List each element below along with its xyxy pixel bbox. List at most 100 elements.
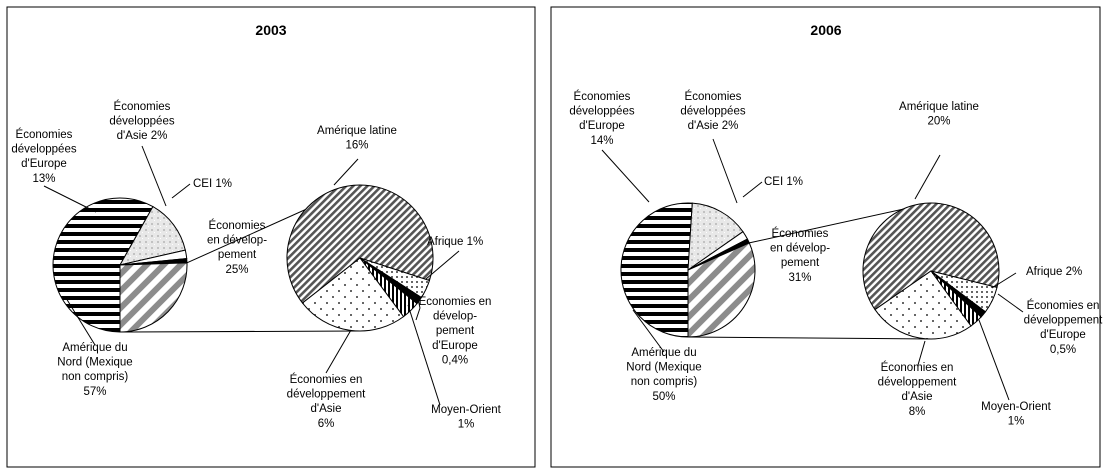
- slice-label-line: 1%: [1008, 416, 1025, 428]
- slice-label-line: en dévelop-: [207, 235, 267, 247]
- slice-label-line: développement: [1024, 315, 1103, 327]
- slice-label-cei: CEI 1%: [764, 176, 803, 188]
- slice-label-afrique: Afrique 2%: [1026, 266, 1082, 278]
- slice-label-economies-developpees-d-asie: Économies développées d'Asie 2%: [680, 90, 745, 132]
- slice-label-line: 16%: [345, 140, 368, 152]
- chart-title: 2006: [810, 22, 841, 38]
- slice-label-line: dévelop-: [433, 311, 477, 323]
- slice-label-line: en dévelop-: [770, 243, 830, 255]
- slice-label-line: développées: [569, 106, 634, 118]
- slice-label-line: Économies: [114, 100, 171, 113]
- slice-label-line: 13%: [32, 173, 55, 185]
- slice-label-line: Nord (Mexique: [57, 357, 132, 369]
- leader-line: [171, 183, 191, 199]
- leader-line: [601, 149, 650, 203]
- slice-label-line: développement: [287, 389, 366, 401]
- slice-label-line: d'Asie: [311, 403, 342, 415]
- leader-line: [417, 298, 421, 309]
- slice-label-line: Afrique 1%: [427, 236, 483, 248]
- slice-label-line: d'Asie 2%: [688, 120, 739, 132]
- slice-label-line: Amérique du: [62, 342, 127, 354]
- leader-line: [415, 307, 421, 321]
- slice-label-line: 14%: [590, 135, 613, 147]
- pie-slice-amerique-du-nord-mexique-non-compris: [52, 197, 154, 333]
- slice-label-line: Amérique latine: [317, 125, 397, 137]
- pie-slice-economies-en-developpement: [687, 242, 756, 338]
- leader-line: [978, 319, 1010, 401]
- leader-line: [712, 138, 738, 204]
- leader-line: [43, 185, 97, 213]
- slice-label-cei: CEI 1%: [193, 178, 232, 190]
- slice-label-line: d'Europe: [1040, 329, 1086, 341]
- slice-label-line: Économies en: [881, 361, 954, 374]
- slice-label-line: 0,4%: [442, 354, 468, 366]
- pie-slice-amerique-latine: [286, 184, 434, 304]
- leader-line: [407, 304, 441, 406]
- slice-label-line: Économies: [574, 90, 631, 103]
- slice-label-economies-developpees-d-europe: Économies développées d'Europe 14%: [569, 90, 634, 147]
- slice-label-line: 6%: [318, 418, 335, 430]
- leader-line: [917, 340, 926, 366]
- leader-line: [141, 145, 167, 207]
- slice-label-line: pement: [436, 325, 475, 337]
- slice-label-line: Économies en: [290, 373, 363, 386]
- slice-label-line: d'Europe: [579, 120, 625, 132]
- slice-label-line: non compris): [62, 371, 129, 383]
- slice-label-line: développées: [680, 106, 745, 118]
- pie-slice-economies-en-developpement: [119, 262, 188, 333]
- leader-line: [742, 181, 763, 198]
- slice-label-amerique-latine: Amérique latine 16%: [317, 125, 397, 152]
- slice-label-line: Économies en: [1027, 299, 1100, 312]
- slice-label-line: CEI 1%: [764, 176, 803, 188]
- leader-line: [914, 154, 941, 200]
- leader-line: [333, 158, 359, 186]
- slice-label-line: Afrique 2%: [1026, 266, 1082, 278]
- slice-label-economies-en-developpement-d-asie: Économies en développement d'Asie 8%: [878, 361, 957, 418]
- slice-label-line: Amérique du: [631, 347, 696, 359]
- slice-label-line: 20%: [927, 116, 950, 128]
- leader-line: [991, 272, 1017, 289]
- slice-label-line: Économies: [209, 219, 266, 232]
- pie-slice-economies-developpees-d-europe: [687, 202, 744, 272]
- slice-label-line: Nord (Mexique: [626, 362, 701, 374]
- slice-label-economies-developpees-d-asie: Économies développées d'Asie 2%: [109, 100, 174, 142]
- slice-label-line: développement: [878, 377, 957, 389]
- slice-label-line: CEI 1%: [193, 178, 232, 190]
- slice-label-amerique-du-nord-mexique-non-compris: Amérique du Nord (Mexique non compris) 50%: [626, 347, 701, 403]
- slice-label-line: d'Europe: [432, 340, 478, 352]
- slice-label-line: 8%: [909, 406, 926, 418]
- slice-label-line: d'Asie: [902, 391, 933, 403]
- slice-label-line: 31%: [788, 272, 811, 284]
- pie-slice-amerique-latine: [862, 202, 1000, 311]
- pie-slice-economies-developpees-d-europe: [119, 205, 186, 266]
- chart-panel-2006: 2006 Amérique du Nord (Mexique non compris…: [550, 6, 1103, 468]
- slice-label-line: non compris): [631, 376, 698, 388]
- slice-label-economies-en-developpement: Économies en dévelop-pement 25%: [207, 219, 267, 276]
- pie-slice-economies-en-developpement-d-asie: [874, 270, 972, 340]
- slice-label-line: développées: [11, 144, 76, 156]
- slice-label-line: d'Asie 2%: [117, 130, 168, 142]
- slice-label-amerique-du-nord-mexique-non-compris: Amérique du Nord (Mexique non compris) 57%: [57, 342, 132, 398]
- leader-line: [65, 297, 96, 346]
- pie-slice-amerique-du-nord-mexique-non-compris: [620, 202, 693, 338]
- chart-panel-2003: 2003 Amérique du Nord (Mexique non compris…: [6, 6, 536, 468]
- connector-line: [687, 336, 932, 340]
- slice-label-line: Amérique latine: [899, 101, 979, 113]
- slice-label-line: 25%: [225, 264, 248, 276]
- slice-label-line: 50%: [652, 391, 675, 403]
- slice-label-line: Économies: [685, 90, 742, 103]
- leader-line: [425, 250, 460, 280]
- slice-label-line: Économies: [772, 227, 829, 240]
- slice-label-line: développées: [109, 116, 174, 128]
- slice-label-line: Moyen-Orient: [981, 401, 1051, 413]
- slice-label-line: pement: [781, 257, 820, 269]
- slice-label-line: Économies en: [419, 295, 492, 308]
- slice-label-economies-en-developpement-d-europe: Économies en développement d'Europe 0,5%: [1024, 299, 1103, 356]
- leader-line: [997, 293, 1024, 313]
- slice-label-line: Économies: [16, 128, 73, 141]
- slice-label-economies-developpees-d-europe: Économies développées d'Europe 13%: [11, 128, 76, 185]
- connector-line: [119, 330, 361, 333]
- slice-label-moyen-orient: Moyen-Orient 1%: [981, 401, 1051, 428]
- slice-label-line: pement: [218, 249, 257, 261]
